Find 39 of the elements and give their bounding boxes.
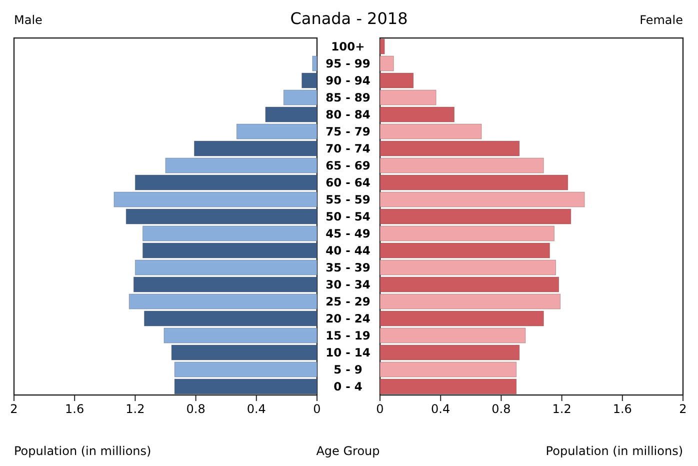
y-tick-label: 75 - 79: [326, 124, 370, 138]
y-tick-label: 40 - 44: [326, 244, 370, 258]
x-axis-title: Population (in millions): [546, 444, 683, 458]
x-tick-label: 1.2: [552, 402, 572, 416]
y-tick-label: 55 - 59: [326, 192, 370, 206]
y-tick-label: 80 - 84: [326, 108, 370, 122]
x-tick-label: 1.6: [65, 402, 84, 416]
y-tick-label: 100+: [331, 40, 365, 54]
x-tick-label: 2: [10, 402, 18, 416]
x-tick-label: 2: [679, 402, 687, 416]
x-tick-label: 0.4: [431, 402, 450, 416]
x-tick-label: 0: [376, 402, 384, 416]
y-tick-label: 15 - 19: [326, 328, 370, 342]
x-tick-label: 0: [313, 402, 321, 416]
text: Female: [640, 13, 683, 27]
y-tick-label: 30 - 34: [326, 278, 370, 292]
y-tick-label: 20 - 24: [326, 312, 370, 326]
y-tick-label: 70 - 74: [326, 142, 370, 156]
y-tick-label: 60 - 64: [326, 176, 370, 190]
x-tick-label: 1.2: [126, 402, 145, 416]
y-tick-label: 0 - 4: [334, 380, 362, 394]
y-tick-label: 50 - 54: [326, 210, 370, 224]
y-tick-label: 35 - 39: [326, 260, 370, 274]
text: Canada - 2018: [290, 9, 408, 28]
x-tick-label: 1.6: [612, 402, 632, 416]
y-tick-label: 45 - 49: [326, 226, 370, 240]
y-tick-label: 85 - 89: [326, 90, 370, 104]
y-tick-label: 25 - 29: [326, 294, 370, 308]
x-axis-title: Population (in millions): [14, 444, 152, 458]
x-tick-label: 0.4: [246, 402, 266, 416]
y-tick-label: 5 - 9: [334, 362, 362, 376]
y-tick-label: 65 - 69: [326, 158, 370, 172]
y-tick-label: 10 - 14: [326, 346, 370, 360]
x-tick-label: 0.8: [186, 402, 206, 416]
text: Male: [14, 13, 42, 27]
y-tick-label: 90 - 94: [326, 74, 370, 88]
y-tick-label: 95 - 99: [326, 56, 370, 70]
y-axis-title: Age Group: [316, 444, 380, 458]
x-tick-label: 0.8: [492, 402, 511, 416]
